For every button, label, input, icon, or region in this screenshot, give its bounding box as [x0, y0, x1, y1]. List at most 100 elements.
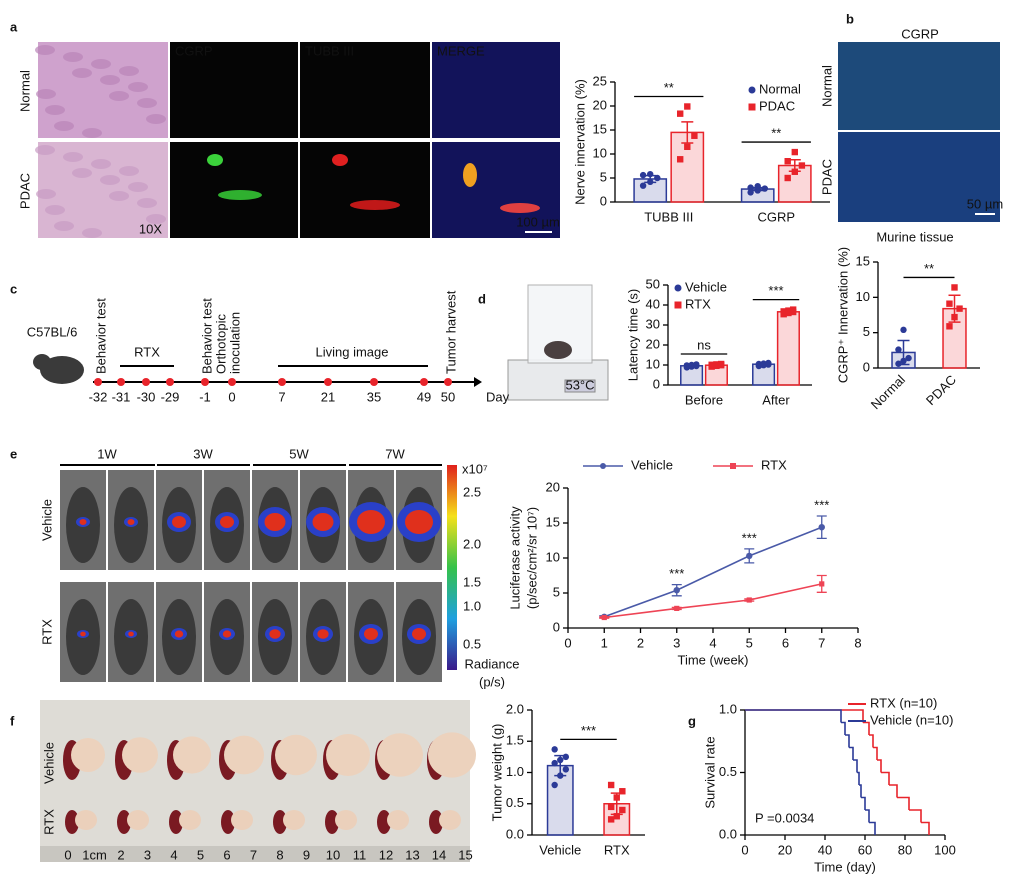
- data-point: [683, 362, 691, 369]
- panel-label: d: [478, 291, 486, 306]
- tissue-texture: [45, 205, 65, 215]
- colorbar-tick: 0.5: [463, 636, 481, 651]
- y-axis-label: CGRP⁺ Innervation (%): [835, 247, 850, 383]
- data-point: [684, 143, 691, 150]
- event-label: Orthotopic: [213, 314, 228, 374]
- timeline-point: [444, 378, 452, 386]
- survival-step: [873, 746, 878, 760]
- bioluminescence: [312, 513, 334, 531]
- week-label: 1W: [97, 446, 117, 461]
- data-point: [905, 354, 912, 362]
- tissue-texture: [45, 105, 65, 115]
- legend-marker: [674, 301, 682, 309]
- data-point: [946, 323, 953, 330]
- temperature: 53°C: [565, 377, 594, 392]
- y-tick-label: 30: [646, 316, 660, 331]
- y-tick-label: 5: [863, 324, 870, 339]
- timeline-point: [94, 378, 102, 386]
- y-tick-label: 0.5: [506, 795, 524, 810]
- survival-step: [745, 709, 842, 723]
- tissue-texture: [54, 121, 74, 131]
- survival-step: [853, 759, 858, 773]
- y-axis-label: (p/sec/cm²/sr 10⁷): [524, 507, 539, 609]
- y-tick-label: 1.5: [506, 733, 524, 748]
- event-label: Living image: [316, 344, 389, 359]
- tumor: [275, 734, 317, 776]
- spleen: [65, 810, 79, 834]
- event-label: RTX: [134, 344, 160, 359]
- error-bar: [681, 121, 694, 144]
- x-tick-label: 100: [934, 842, 956, 857]
- survival-step: [859, 784, 862, 798]
- x-tick-label: RTX: [604, 842, 630, 857]
- survival-step: [841, 721, 846, 735]
- data-point: [755, 360, 763, 368]
- significance-label: ***: [581, 723, 596, 738]
- merge-signal: [500, 203, 540, 213]
- ruler-label: 4: [170, 847, 177, 862]
- spleen: [169, 810, 183, 834]
- tissue-texture: [91, 59, 111, 69]
- colorbar-tick: 2.0: [463, 536, 481, 551]
- ruler-label: 3: [144, 847, 151, 862]
- survival-step: [857, 771, 860, 785]
- bioluminescence: [269, 629, 281, 639]
- data-point: [551, 746, 558, 753]
- tumor: [173, 736, 211, 774]
- panel-label: c: [10, 281, 17, 296]
- y-tick-label: 0: [863, 359, 870, 374]
- p-value: P =0.0034: [755, 810, 814, 825]
- data-point: [951, 313, 958, 321]
- x-tick-label: 0: [741, 842, 748, 857]
- data-point: [895, 360, 902, 367]
- x-tick-label: 7: [818, 635, 825, 650]
- tissue-texture: [72, 168, 92, 178]
- colorbar: [447, 465, 457, 670]
- data-point: [746, 597, 752, 603]
- y-tick-label: 15: [546, 514, 560, 529]
- tubb-signal: [332, 154, 348, 166]
- x-tick-label: 20: [778, 842, 792, 857]
- tumor: [377, 733, 423, 777]
- y-tick-label: 10: [856, 289, 870, 304]
- colorbar-unit: (p/s): [479, 674, 505, 689]
- data-point: [673, 587, 680, 594]
- y-tick-label: 1.0: [506, 764, 524, 779]
- bioluminescence: [264, 513, 286, 531]
- data-point: [761, 185, 769, 192]
- day-label: 35: [367, 389, 381, 404]
- day-label: -32: [89, 389, 108, 404]
- week-label: 5W: [289, 446, 309, 461]
- y-tick-label: 10: [646, 356, 660, 371]
- tissue-texture: [146, 214, 166, 224]
- tissue-texture: [82, 228, 102, 238]
- tumor: [71, 738, 105, 772]
- data-point: [754, 182, 761, 190]
- y-tick-label: 0: [553, 619, 560, 634]
- panel-label: f: [10, 713, 15, 728]
- ruler-label: 5: [197, 847, 204, 862]
- tissue-texture: [119, 166, 139, 176]
- tumor: [122, 737, 158, 773]
- x-tick-label: After: [762, 392, 790, 407]
- tubb-signal: [350, 200, 400, 210]
- merge-signal: [463, 163, 477, 187]
- data-point: [619, 806, 626, 814]
- x-tick-label: 1: [601, 635, 608, 650]
- series-line: [604, 583, 822, 619]
- day-label: 0: [228, 389, 235, 404]
- tissue-texture: [137, 98, 157, 108]
- fluorescence-image: [300, 142, 430, 238]
- ruler: [40, 846, 470, 862]
- mouse: [544, 341, 572, 359]
- data-point: [601, 614, 607, 621]
- survival-step: [865, 809, 870, 823]
- legend-marker: [748, 103, 756, 111]
- tumor: [231, 810, 253, 830]
- tissue-texture: [109, 91, 129, 101]
- row-label: Vehicle: [41, 742, 56, 784]
- tissue-texture: [100, 75, 120, 85]
- data-point: [562, 766, 570, 773]
- tissue-texture: [35, 45, 55, 55]
- spleen: [221, 810, 235, 834]
